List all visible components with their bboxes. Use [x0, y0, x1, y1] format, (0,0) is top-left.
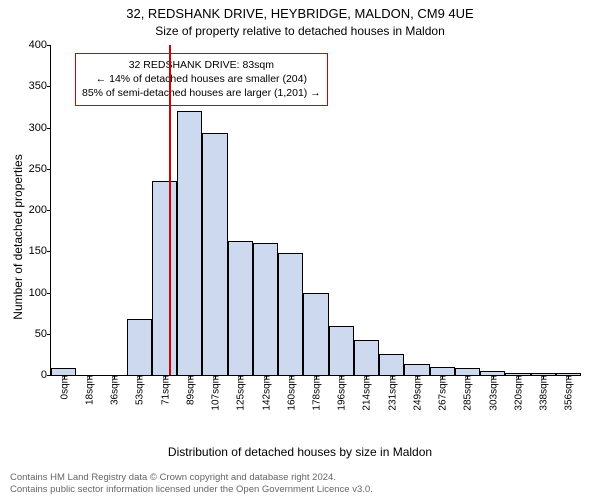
x-tick-label: 89sqm	[183, 375, 196, 405]
x-tick-label: 320sqm	[511, 375, 524, 411]
annotation-line: ← 14% of detached houses are smaller (20…	[82, 72, 321, 86]
x-tick-label: 0sqm	[57, 375, 70, 399]
y-axis-label: Number of detached properties	[11, 137, 25, 337]
y-tick-mark	[47, 128, 51, 129]
y-tick-mark	[47, 45, 51, 46]
footer-attribution: Contains HM Land Registry data © Crown c…	[10, 472, 373, 496]
histogram-bar	[127, 319, 152, 375]
y-tick-mark	[47, 86, 51, 87]
x-tick-label: 231sqm	[385, 375, 398, 411]
reference-line	[169, 45, 171, 375]
x-tick-label: 36sqm	[108, 375, 121, 405]
histogram-bar	[228, 241, 253, 375]
footer-line: Contains HM Land Registry data © Crown c…	[10, 472, 373, 484]
y-tick-mark	[47, 334, 51, 335]
y-tick-mark	[47, 293, 51, 294]
annotation-line: 32 REDSHANK DRIVE: 83sqm	[82, 58, 321, 72]
chart-title: 32, REDSHANK DRIVE, HEYBRIDGE, MALDON, C…	[0, 6, 600, 21]
histogram-bar	[379, 354, 404, 375]
histogram-bar	[278, 253, 303, 375]
y-tick-mark	[47, 375, 51, 376]
histogram-bar	[51, 368, 76, 375]
x-tick-label: 356sqm	[562, 375, 575, 411]
x-tick-label: 142sqm	[259, 375, 272, 411]
histogram-bar	[329, 326, 354, 376]
annotation-line: 85% of semi-detached houses are larger (…	[82, 86, 321, 100]
x-tick-label: 53sqm	[133, 375, 146, 405]
y-tick-mark	[47, 251, 51, 252]
chart-subtitle: Size of property relative to detached ho…	[0, 24, 600, 38]
histogram-bar	[253, 243, 278, 375]
x-tick-label: 160sqm	[284, 375, 297, 411]
histogram-bar	[303, 293, 328, 376]
x-tick-label: 338sqm	[537, 375, 550, 411]
x-axis-label: Distribution of detached houses by size …	[0, 445, 600, 459]
x-tick-label: 285sqm	[461, 375, 474, 411]
x-tick-label: 196sqm	[335, 375, 348, 411]
histogram-bar	[455, 368, 480, 375]
x-tick-label: 178sqm	[310, 375, 323, 411]
x-tick-label: 303sqm	[486, 375, 499, 411]
histogram-bar	[202, 133, 227, 375]
x-tick-label: 125sqm	[234, 375, 247, 411]
x-tick-label: 107sqm	[209, 375, 222, 411]
histogram-bar	[354, 340, 379, 375]
x-tick-label: 18sqm	[82, 375, 95, 405]
x-tick-label: 267sqm	[436, 375, 449, 411]
histogram-bar	[152, 181, 177, 375]
histogram-bar	[430, 367, 455, 375]
histogram-bar	[177, 111, 202, 375]
plot-area: 32 REDSHANK DRIVE: 83sqm ← 14% of detach…	[50, 45, 581, 376]
x-tick-label: 71sqm	[158, 375, 171, 405]
y-tick-mark	[47, 169, 51, 170]
annotation-box: 32 REDSHANK DRIVE: 83sqm ← 14% of detach…	[75, 53, 328, 106]
histogram-bar	[404, 364, 429, 375]
x-tick-label: 249sqm	[410, 375, 423, 411]
y-tick-mark	[47, 210, 51, 211]
footer-line: Contains public sector information licen…	[10, 484, 373, 496]
x-tick-label: 214sqm	[360, 375, 373, 411]
